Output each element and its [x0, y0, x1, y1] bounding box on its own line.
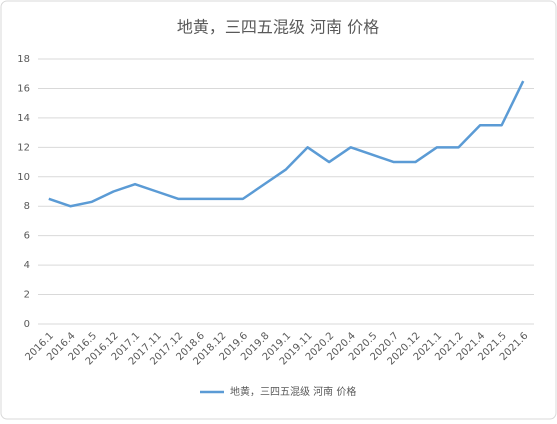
- legend-label: 地黄，三四五混级 河南 价格: [230, 385, 356, 398]
- y-tick-label: 2: [24, 290, 30, 301]
- line: [48, 80, 525, 208]
- y-tick-label: 10: [17, 172, 30, 183]
- y-tick-label: 0: [24, 319, 30, 330]
- y-tick-label: 4: [24, 260, 30, 271]
- y-tick-label: 18: [17, 54, 30, 65]
- y-tick-label: 6: [24, 231, 30, 242]
- y-tick-label: 8: [24, 201, 30, 212]
- chart-title: 地黄，三四五混级 河南 价格: [177, 18, 379, 37]
- y-tick-label: 12: [17, 142, 30, 153]
- y-tick-label: 14: [17, 113, 30, 124]
- y-tick-label: 16: [17, 83, 30, 94]
